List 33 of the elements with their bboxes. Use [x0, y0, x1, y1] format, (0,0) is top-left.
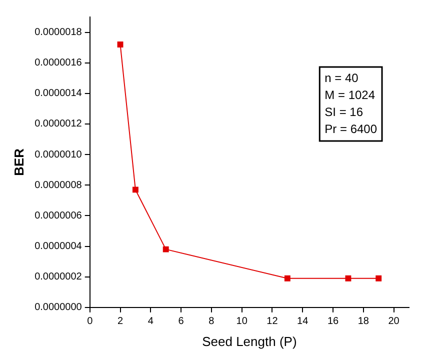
x-tick-label: 0	[87, 316, 94, 328]
x-tick-label: 18	[358, 316, 370, 328]
annotation: n = 40	[324, 70, 359, 85]
annotation: SI = 16	[324, 104, 364, 119]
y-tick-label: 0.0000014	[34, 88, 82, 100]
point	[376, 275, 382, 282]
point	[117, 42, 124, 48]
y-axis-title: BER	[11, 148, 26, 176]
x-tick-label: 14	[297, 316, 309, 328]
y-tick-label: 0.0000016	[34, 58, 82, 69]
y-tick-label: 0.0000018	[34, 27, 82, 38]
y-tick-label: 0.0000012	[34, 118, 82, 130]
x-tick-label: 12	[266, 316, 278, 328]
point	[284, 275, 290, 282]
point	[162, 246, 169, 252]
y-tick-label: 0.0000006	[34, 210, 82, 222]
y-tick-label: 0.0000004	[34, 241, 82, 252]
x-tick-label: 4	[148, 316, 154, 328]
x-tick-label: 8	[208, 316, 215, 328]
x-tick-label: 10	[236, 316, 248, 328]
point	[345, 275, 352, 282]
x-tick-label: 20	[388, 316, 400, 328]
x-tick-label: 2	[117, 316, 124, 328]
annotation: M = 1024	[324, 88, 376, 102]
y-tick-label: 0.0000002	[34, 272, 82, 283]
y-tick-label: 0.0000008	[34, 180, 82, 191]
annotation: Pr = 6400	[324, 122, 378, 136]
x-axis-title: Seed Length (P)	[202, 334, 297, 349]
y-tick-label: 0.0000000	[34, 302, 82, 314]
point	[132, 186, 138, 193]
x-tick-label: 16	[327, 316, 340, 328]
x-tick-label: 6	[178, 316, 184, 328]
y-tick-label: 0.0000010	[34, 149, 82, 160]
